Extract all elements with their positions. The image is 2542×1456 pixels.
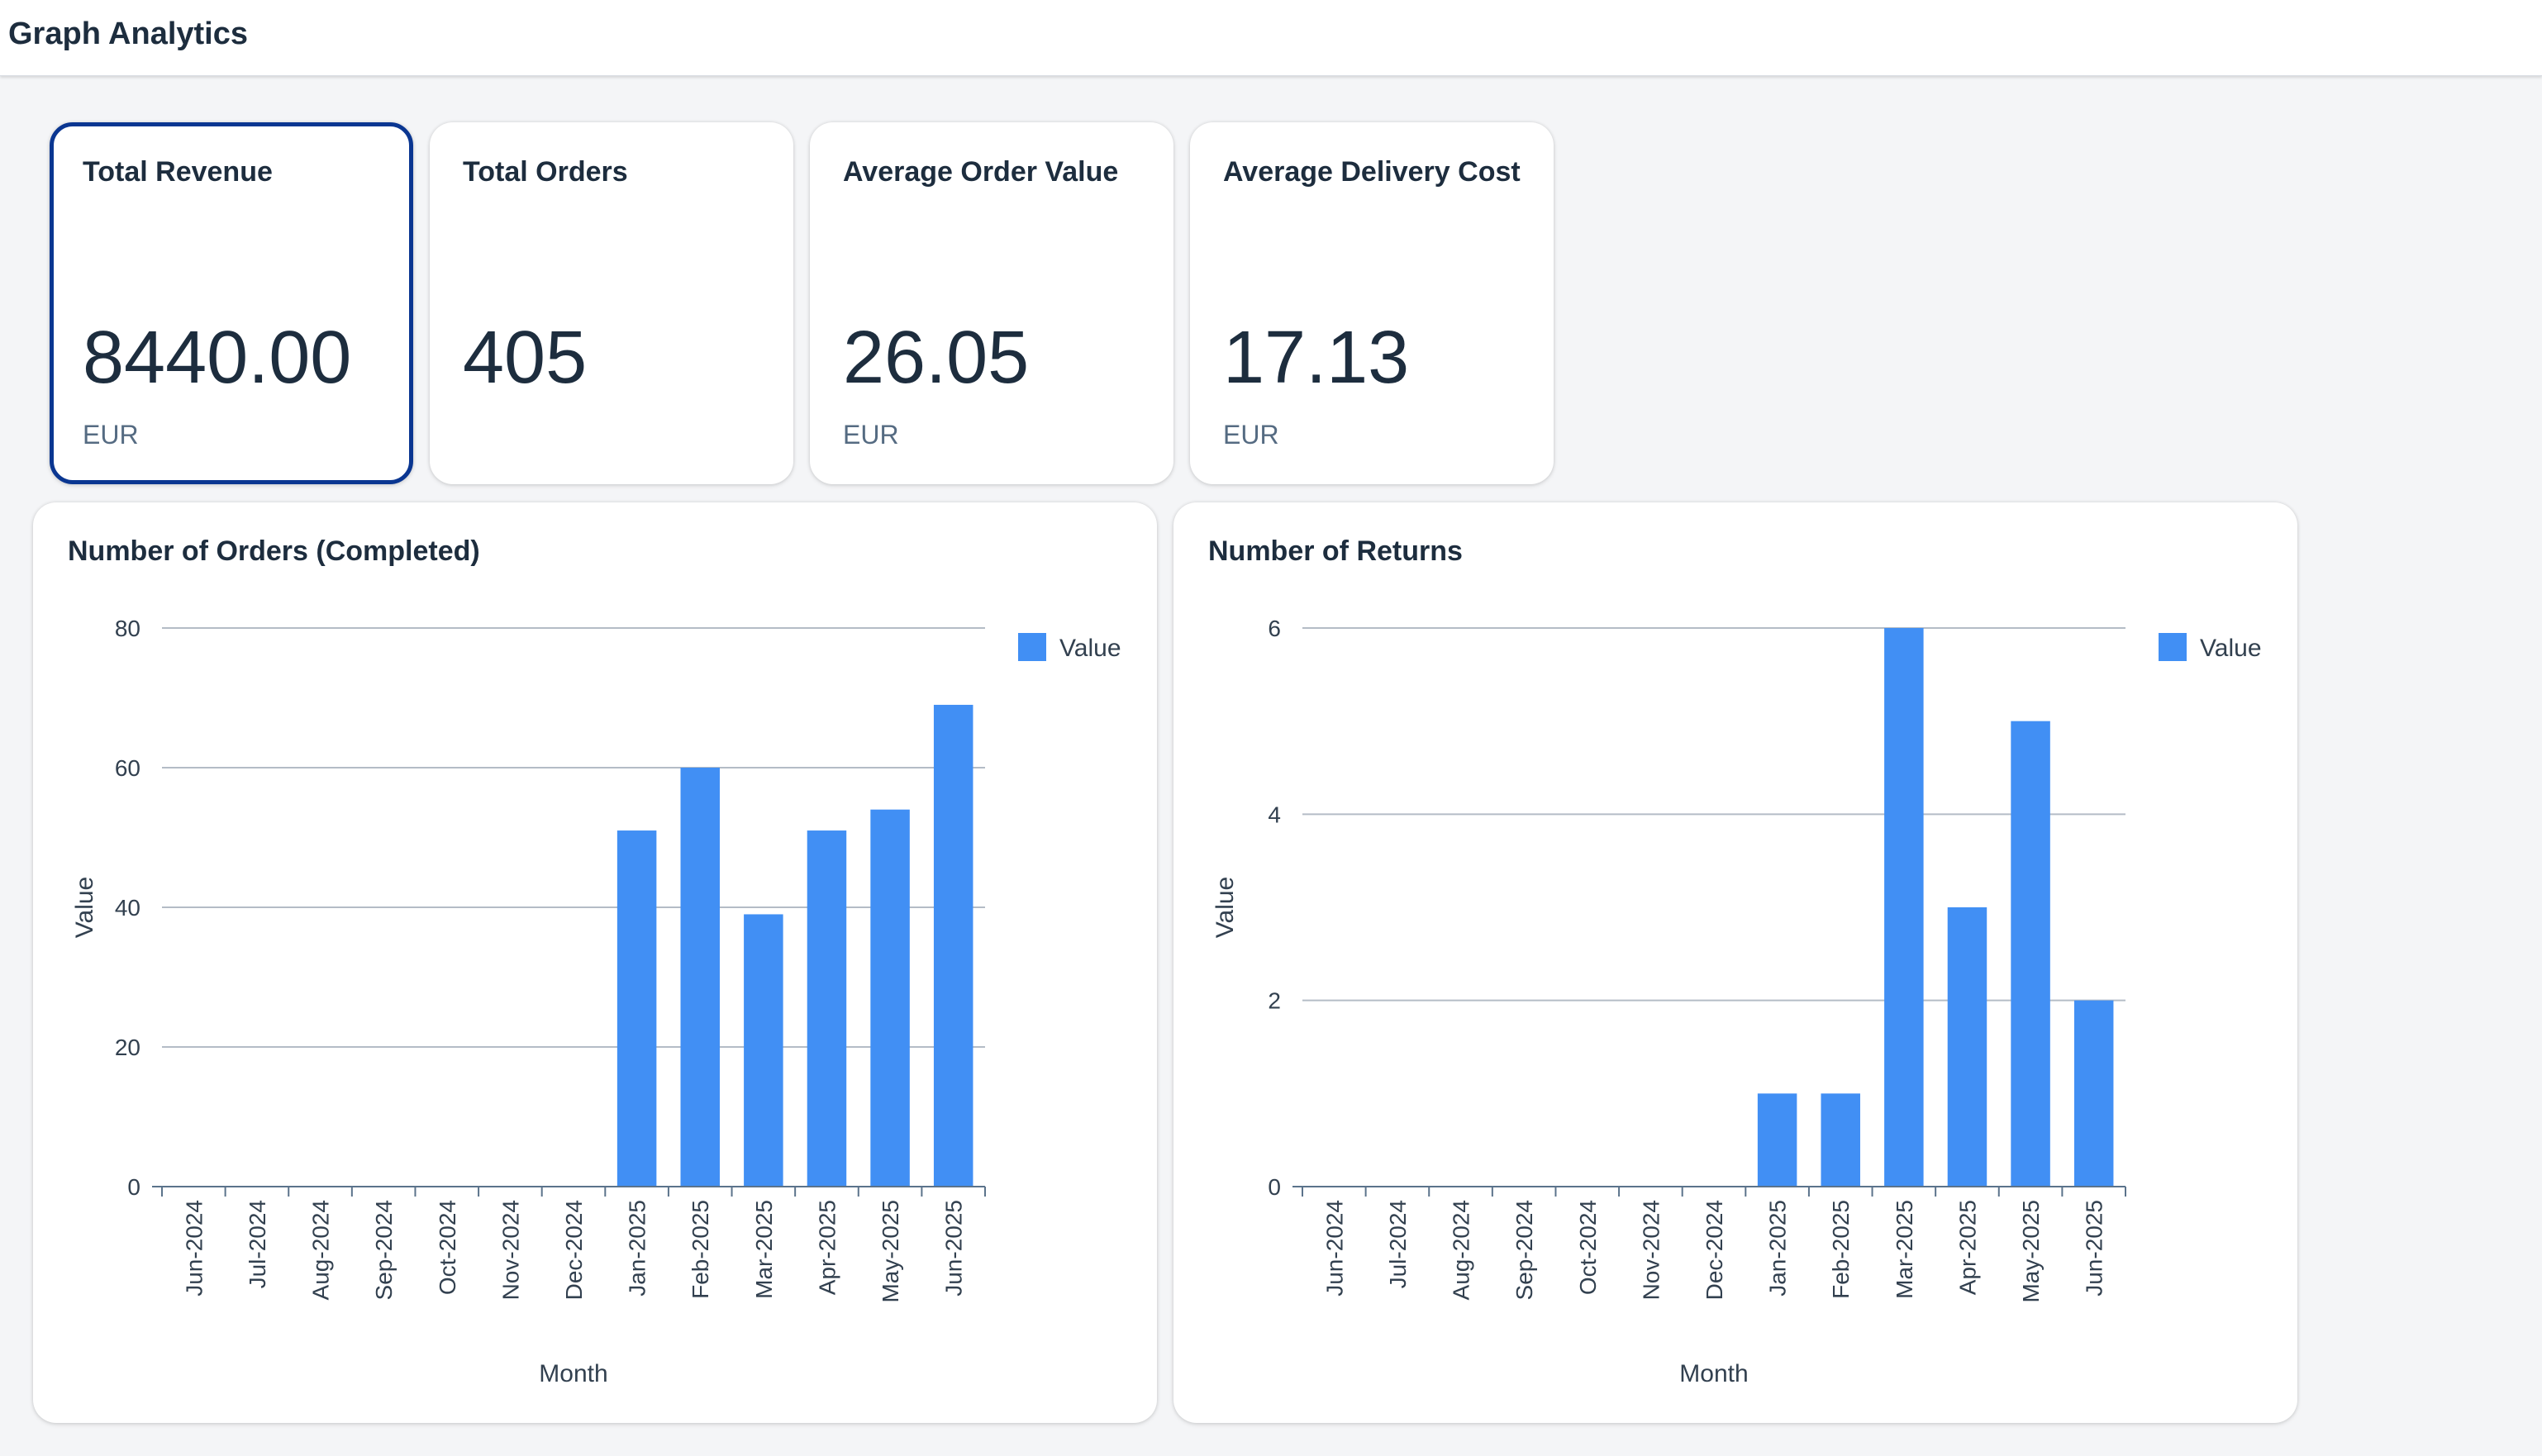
x-tick-label: Jan-2025 bbox=[1765, 1200, 1791, 1297]
legend-label[interactable]: Value bbox=[1059, 635, 1121, 662]
legend-label[interactable]: Value bbox=[2200, 635, 2262, 662]
x-tick-label: Mar-2025 bbox=[1892, 1200, 1917, 1299]
x-tick-label: May-2025 bbox=[878, 1200, 903, 1303]
x-axis-title: Month bbox=[539, 1360, 607, 1387]
chart-title: Number of Orders (Completed) bbox=[68, 535, 480, 567]
bar[interactable] bbox=[1757, 1093, 1797, 1187]
x-tick-label: Jun-2025 bbox=[2082, 1200, 2107, 1297]
x-tick-label: Feb-2025 bbox=[1828, 1200, 1854, 1299]
orders-bar-chart: 0 20 40 60 80 Jun-2024 Jul-2024 Aug-2024 Sep-202… bbox=[71, 616, 1121, 1387]
kpi-unit: EUR bbox=[843, 420, 899, 450]
bar[interactable] bbox=[2073, 1000, 2114, 1187]
y-tick-label: 20 bbox=[115, 1035, 140, 1060]
bar[interactable] bbox=[1884, 628, 1924, 1187]
kpi-title: Total Revenue bbox=[83, 156, 273, 188]
x-tick-label: Jun-2024 bbox=[1321, 1200, 1347, 1297]
kpi-value: 26.05 bbox=[843, 316, 1030, 399]
y-tick-label: 2 bbox=[1268, 988, 1281, 1014]
x-tick-label: Feb-2025 bbox=[688, 1200, 713, 1299]
x-tick-label: Aug-2024 bbox=[1449, 1200, 1474, 1300]
x-tick-label: Nov-2024 bbox=[1638, 1200, 1664, 1300]
x-tick-label: May-2025 bbox=[2018, 1200, 2044, 1303]
x-tick-label: Mar-2025 bbox=[751, 1200, 777, 1299]
kpi-title: Average Order Value bbox=[843, 156, 1119, 188]
bar[interactable] bbox=[1947, 907, 1987, 1187]
page-title: Graph Analytics bbox=[8, 17, 249, 51]
kpi-card-average-delivery-cost[interactable]: Average Delivery Cost 17.13 EUR bbox=[1190, 122, 1554, 484]
x-tick-label: Apr-2025 bbox=[814, 1200, 840, 1295]
chart-title: Number of Returns bbox=[1208, 535, 1463, 567]
x-tick-label: Sep-2024 bbox=[1511, 1200, 1537, 1300]
kpi-unit: EUR bbox=[83, 420, 139, 450]
x-tick-label: Jun-2025 bbox=[941, 1200, 967, 1297]
chart-card-orders: Number of Orders (Completed) 0 20 40 60 80 Ju… bbox=[33, 502, 1157, 1423]
y-tick-label: 40 bbox=[115, 895, 140, 921]
bar[interactable] bbox=[870, 809, 910, 1187]
x-tick-label: Apr-2025 bbox=[1954, 1200, 1980, 1295]
bar[interactable] bbox=[1821, 1093, 1860, 1187]
y-axis-title: Value bbox=[71, 877, 98, 939]
bar[interactable] bbox=[2011, 721, 2050, 1187]
x-tick-label: Dec-2024 bbox=[1702, 1200, 1727, 1300]
y-tick-label: 0 bbox=[127, 1174, 140, 1200]
y-tick-label: 6 bbox=[1268, 616, 1281, 641]
x-tick-label: Jul-2024 bbox=[1385, 1200, 1411, 1288]
kpi-value: 17.13 bbox=[1223, 316, 1410, 399]
bar[interactable] bbox=[680, 768, 720, 1187]
bar[interactable] bbox=[616, 830, 657, 1187]
legend-swatch bbox=[1018, 633, 1046, 661]
kpi-card-average-order-value[interactable]: Average Order Value 26.05 EUR bbox=[810, 122, 1173, 484]
returns-bar-chart: 0 2 4 6 Jun-2024 Jul-2024 Aug-2024 Sep-2024 Oct-… bbox=[1211, 616, 2262, 1387]
kpi-card-total-revenue[interactable]: Total Revenue 8440.00 EUR bbox=[50, 122, 413, 484]
x-tick-label: Sep-2024 bbox=[371, 1200, 397, 1300]
page-header: Graph Analytics bbox=[0, 0, 2542, 76]
x-tick-label: Jan-2025 bbox=[625, 1200, 650, 1297]
kpi-unit: EUR bbox=[1223, 420, 1279, 450]
kpi-value: 8440.00 bbox=[83, 316, 352, 399]
x-tick-label: Jun-2024 bbox=[181, 1200, 207, 1297]
kpi-title: Total Orders bbox=[463, 156, 628, 188]
kpi-value: 405 bbox=[463, 316, 588, 399]
y-tick-label: 80 bbox=[115, 616, 140, 641]
chart-card-returns: Number of Returns 0 2 4 6 Jun-2024 Jul-2024 Au… bbox=[1173, 502, 2297, 1423]
x-tick-label: Oct-2024 bbox=[1575, 1200, 1601, 1295]
y-tick-label: 4 bbox=[1268, 802, 1281, 827]
bar[interactable] bbox=[744, 914, 783, 1187]
y-tick-label: 0 bbox=[1268, 1174, 1281, 1200]
legend-swatch bbox=[2159, 633, 2187, 661]
kpi-title: Average Delivery Cost bbox=[1223, 156, 1521, 188]
bar[interactable] bbox=[933, 704, 973, 1187]
bar[interactable] bbox=[807, 830, 847, 1187]
x-tick-label: Jul-2024 bbox=[245, 1200, 270, 1288]
x-tick-label: Nov-2024 bbox=[497, 1200, 523, 1300]
x-tick-label: Aug-2024 bbox=[308, 1200, 334, 1300]
x-tick-label: Dec-2024 bbox=[561, 1200, 587, 1300]
x-axis-title: Month bbox=[1679, 1360, 1748, 1387]
y-axis-title: Value bbox=[1211, 877, 1239, 939]
y-tick-label: 60 bbox=[115, 755, 140, 781]
kpi-card-total-orders[interactable]: Total Orders 405 bbox=[430, 122, 793, 484]
x-tick-label: Oct-2024 bbox=[435, 1200, 460, 1295]
